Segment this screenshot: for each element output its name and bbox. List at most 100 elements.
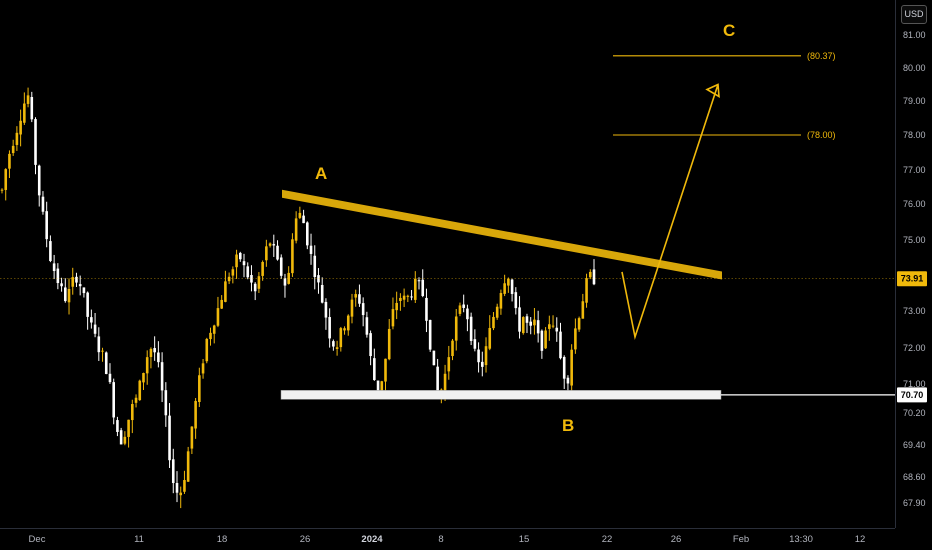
candle-body <box>142 373 145 383</box>
target-label-2: (78.00) <box>807 130 836 140</box>
candle-body <box>209 332 212 340</box>
candle-body <box>332 341 335 347</box>
currency-selector-button[interactable]: USD <box>901 5 927 24</box>
candle-body <box>127 419 130 437</box>
candle-body <box>164 390 168 416</box>
candle-body <box>495 306 499 318</box>
support-price-tag: 70.70 <box>897 387 927 403</box>
time-tick-label: 22 <box>602 534 613 545</box>
candle-body <box>548 324 551 329</box>
candle-body <box>402 295 406 300</box>
candle-body <box>123 436 127 444</box>
candle-body <box>481 361 484 367</box>
candle-body <box>365 317 369 335</box>
candle-body <box>391 309 395 327</box>
wave-label-a: A <box>315 164 327 183</box>
candle-body <box>227 276 231 282</box>
candles-layer <box>0 87 596 509</box>
price-tick-label: 81.00 <box>903 30 926 40</box>
candle-body <box>37 165 41 196</box>
candle-body <box>41 196 45 212</box>
candle-body <box>153 348 156 353</box>
candle-body <box>183 480 186 492</box>
candle-body <box>570 349 573 386</box>
candle-body <box>75 276 78 283</box>
candle-body <box>86 292 89 317</box>
candle-body <box>205 338 209 362</box>
candle-body <box>201 363 205 374</box>
candle-body <box>149 348 153 358</box>
candle-body <box>246 266 250 278</box>
time-tick-label: 26 <box>300 534 311 545</box>
candle-body <box>23 103 26 123</box>
candle-body <box>458 305 462 314</box>
svg-text:73.91: 73.91 <box>901 274 924 284</box>
candle-body <box>488 327 492 349</box>
candle-body <box>90 317 93 323</box>
price-tick-label: 75.00 <box>903 235 926 245</box>
candle-body <box>544 330 547 349</box>
candle-body <box>279 257 283 276</box>
price-tick-label: 68.60 <box>903 472 926 482</box>
candle-body <box>253 283 257 292</box>
time-tick-label: 8 <box>438 534 443 545</box>
candle-body <box>257 276 261 289</box>
candle-body <box>559 331 562 359</box>
candle-body <box>555 327 559 332</box>
candle-body <box>581 301 585 319</box>
candle-body <box>373 358 376 381</box>
candle-body <box>399 297 402 301</box>
price-tick-label: 67.90 <box>903 498 926 508</box>
candle-body <box>261 262 264 276</box>
candle-body <box>250 275 253 283</box>
candle-body <box>462 304 465 308</box>
candle-body <box>507 278 510 286</box>
candle-body <box>406 295 410 297</box>
candle-body <box>283 278 287 286</box>
wave-label-b: B <box>562 416 574 435</box>
candle-body <box>317 275 320 283</box>
price-tick-label: 70.20 <box>903 408 926 418</box>
candle-body <box>108 373 112 383</box>
candle-body <box>71 277 75 287</box>
candle-body <box>298 212 302 218</box>
candle-body <box>45 211 48 240</box>
candle-body <box>231 269 235 276</box>
time-axis[interactable]: Dec 11 18 26 2024 8 15 22 26 Feb 13:30 12 <box>29 534 866 545</box>
candle-body <box>425 297 428 321</box>
candle-body <box>588 271 592 278</box>
time-tick-label: Feb <box>733 534 749 545</box>
candle-body <box>268 243 272 246</box>
candle-body <box>194 400 197 429</box>
candle-body <box>358 294 361 304</box>
time-tick-label: 15 <box>519 534 530 545</box>
candle-body <box>34 119 37 165</box>
candle-body <box>138 380 142 401</box>
candle-body <box>503 283 506 294</box>
candle-body <box>119 430 123 445</box>
projection-arrowhead <box>705 83 720 98</box>
time-tick-label: 12 <box>855 534 866 545</box>
candle-body <box>562 356 566 379</box>
candle-body <box>533 319 536 326</box>
price-tick-label: 78.00 <box>903 130 926 140</box>
candle-body <box>272 244 276 246</box>
time-tick-label: 11 <box>134 534 144 545</box>
candle-body <box>220 299 223 309</box>
price-tick-label: 71.00 <box>903 379 926 389</box>
candle-body <box>101 350 104 352</box>
candle-body <box>0 189 4 191</box>
candle-body <box>380 381 384 391</box>
candle-body <box>320 284 324 303</box>
candle-body <box>443 373 447 393</box>
candle-body <box>30 97 34 120</box>
candle-body <box>56 268 60 284</box>
candle-body <box>417 280 421 282</box>
candle-body <box>198 375 201 403</box>
candle-body <box>306 222 309 246</box>
candle-body <box>395 302 398 311</box>
candle-body <box>216 308 220 326</box>
price-tick-label: 76.00 <box>903 199 926 209</box>
price-axis[interactable]: 81.00 80.00 79.00 78.00 77.00 76.00 75.00 73.00… <box>903 30 926 508</box>
